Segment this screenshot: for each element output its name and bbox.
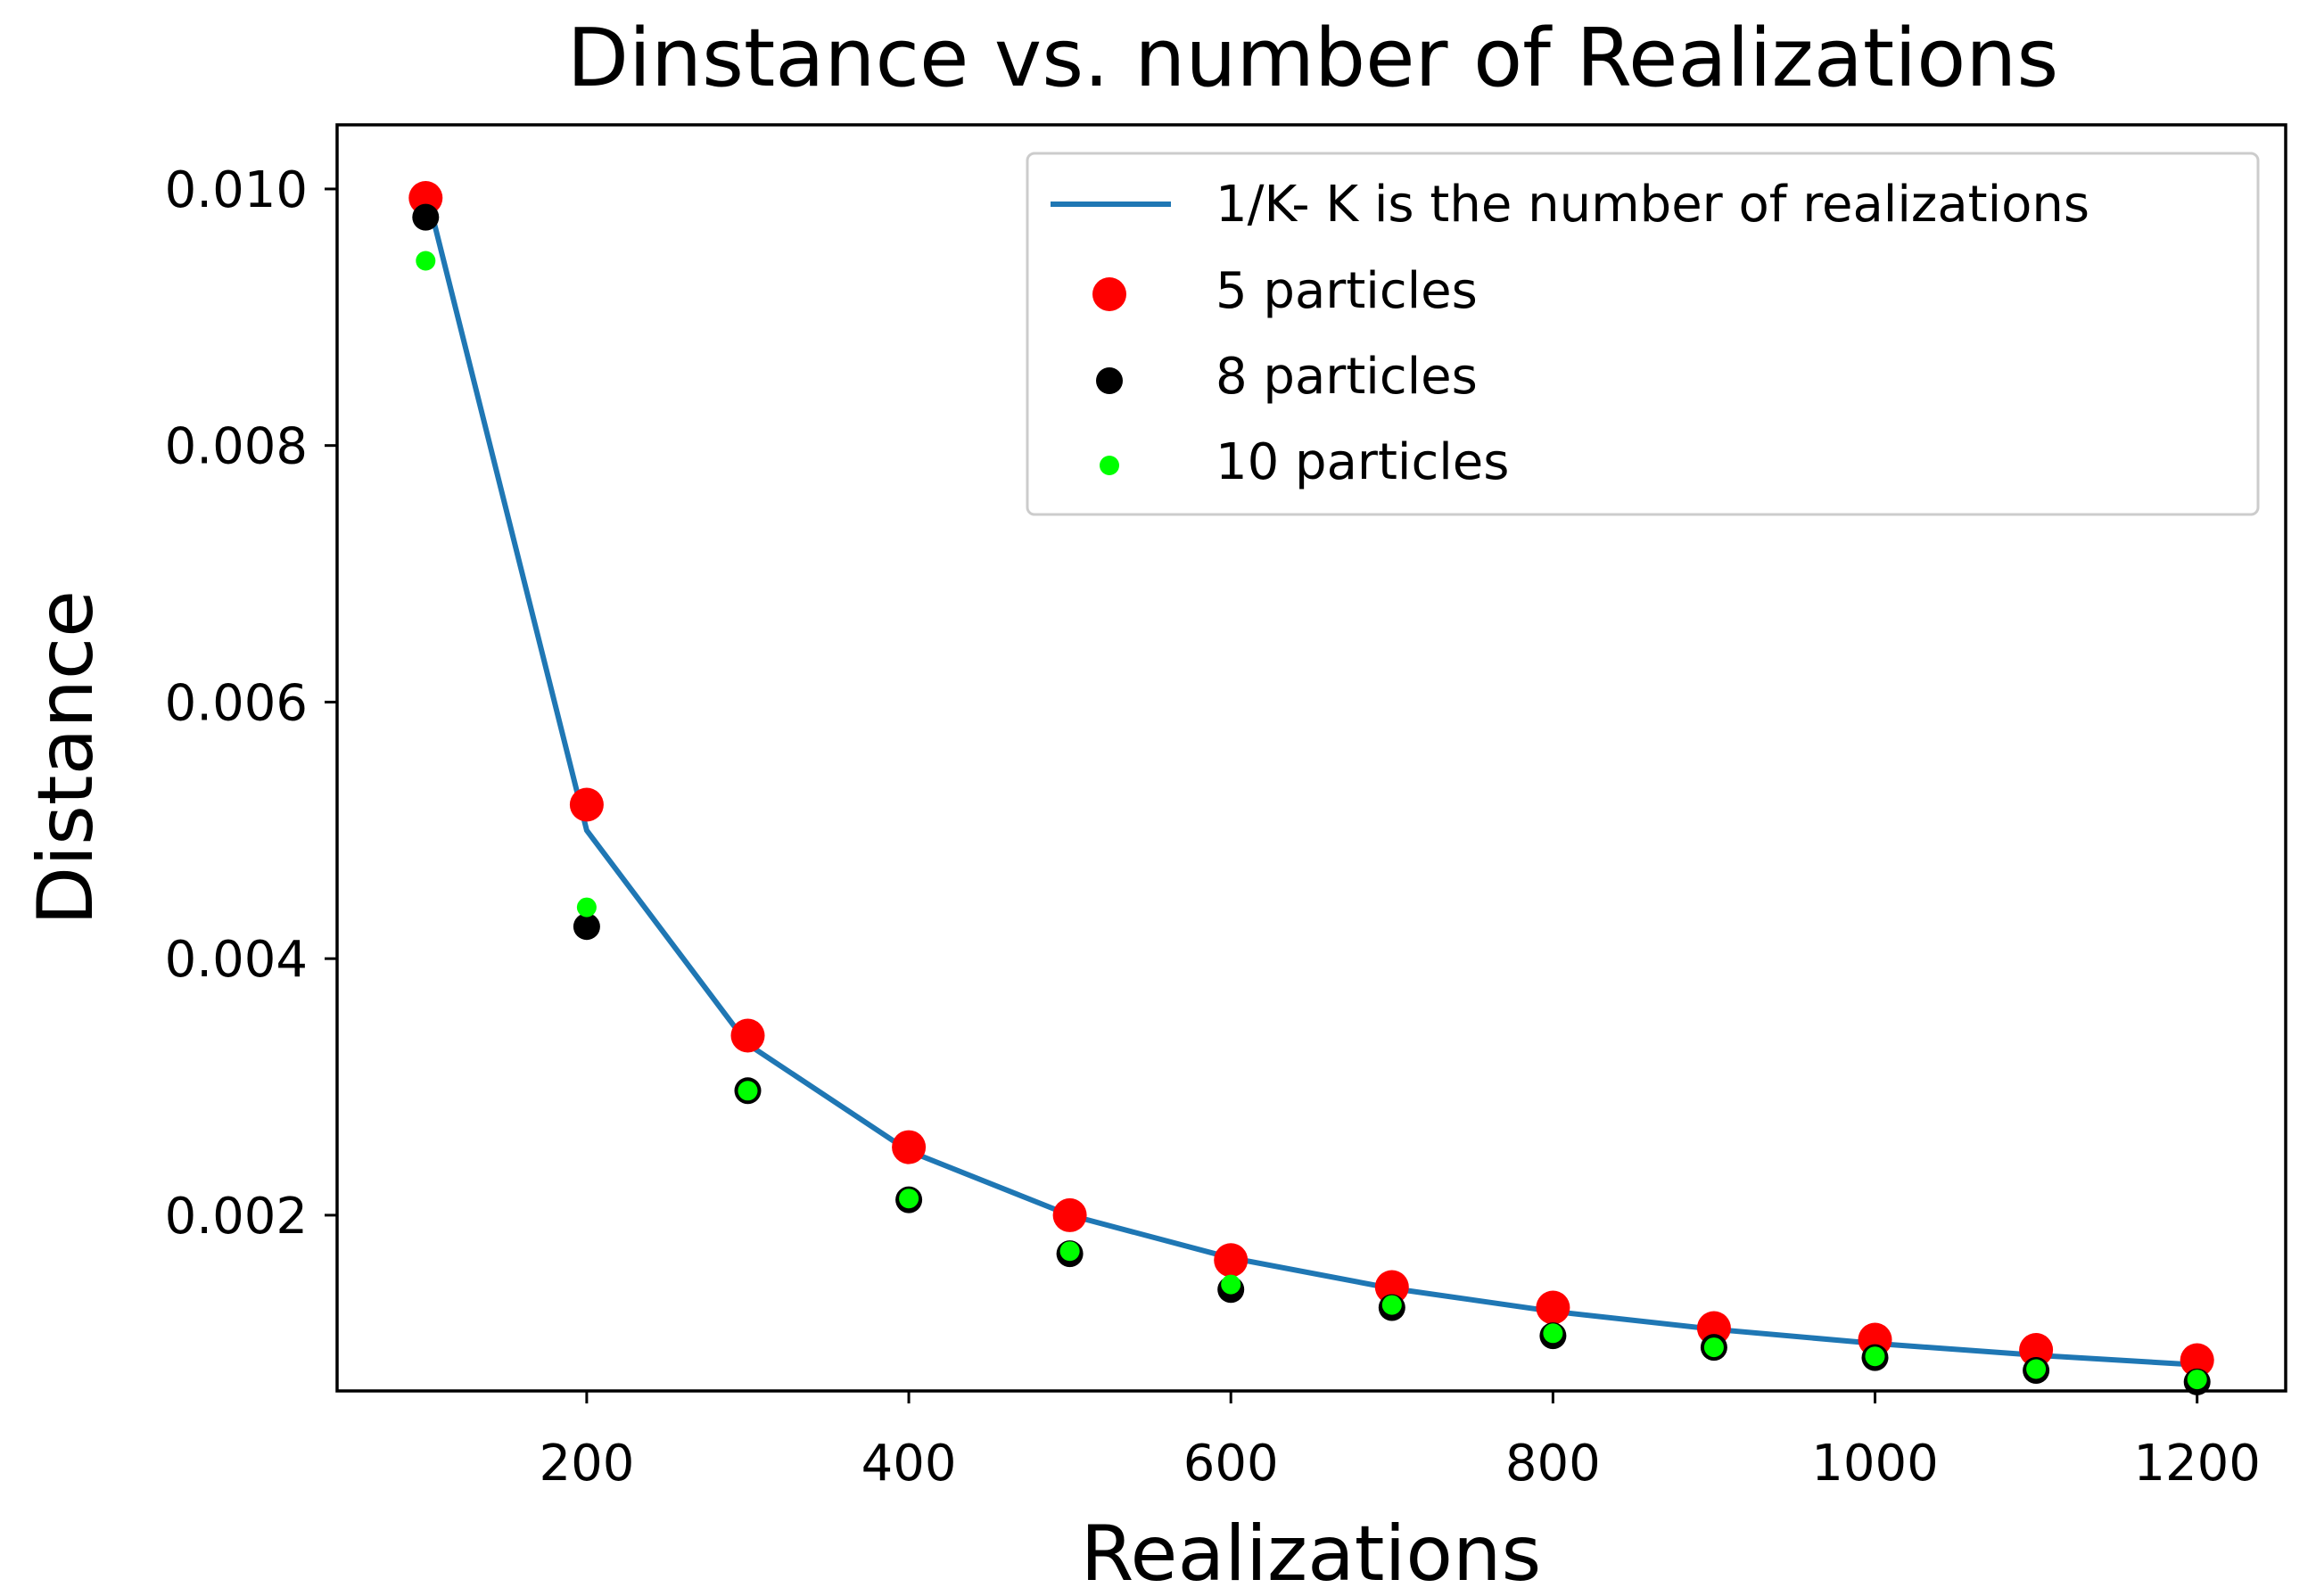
legend-marker-5-particles	[1092, 277, 1126, 311]
plot-frame	[335, 123, 2287, 1393]
data-point-10-particles	[1221, 1274, 1241, 1295]
legend: 1/K- K is the number of realizations 5 p…	[1026, 152, 2260, 516]
legend-label-8-particles: 8 particles	[1216, 348, 1478, 406]
legend-label-line: 1/K- K is the number of realizations	[1216, 176, 2089, 234]
chart-title: Dinstance vs. number of Realizations	[567, 12, 2058, 105]
data-point-10-particles	[899, 1189, 919, 1209]
data-point-5-particles	[1536, 1290, 1570, 1325]
data-point-10-particles	[416, 251, 436, 271]
data-point-5-particles	[2019, 1333, 2054, 1367]
x-tick-label: 200	[539, 1435, 634, 1493]
y-tick-label: 0.010	[165, 161, 308, 219]
y-tick-label: 0.008	[165, 418, 308, 476]
x-tick-label: 600	[1183, 1435, 1279, 1493]
data-point-5-particles	[408, 181, 443, 215]
data-point-5-particles	[2180, 1343, 2214, 1378]
series-10-particles	[416, 251, 2207, 1390]
legend-marker-8-particles	[1096, 367, 1123, 394]
series-layer	[408, 181, 2214, 1395]
data-point-10-particles	[1543, 1323, 1563, 1344]
legend-label-5-particles: 5 particles	[1216, 262, 1478, 320]
data-point-8-particles	[412, 203, 440, 231]
x-tick-label: 1000	[1811, 1435, 1939, 1493]
data-point-5-particles	[1214, 1243, 1249, 1278]
data-point-10-particles	[1865, 1346, 1885, 1367]
data-point-10-particles	[1703, 1337, 1724, 1358]
legend-label-10-particles: 10 particles	[1216, 433, 1509, 491]
y-tick-label: 0.006	[165, 674, 308, 732]
x-tick-label: 400	[861, 1435, 957, 1493]
data-point-5-particles	[569, 787, 604, 822]
data-point-10-particles	[738, 1081, 758, 1101]
data-point-10-particles	[1059, 1241, 1080, 1262]
y-axis-ticks: 0.002 0.004 0.006 0.008 0.010	[165, 161, 337, 1246]
legend-marker-10-particles	[1100, 456, 1119, 475]
data-point-5-particles	[730, 1018, 765, 1053]
x-tick-label: 1200	[2133, 1435, 2261, 1493]
y-axis-label: Distance	[21, 590, 111, 926]
data-point-5-particles	[1052, 1197, 1087, 1232]
x-axis-label: Realizations	[1081, 1510, 1542, 1596]
y-tick-label: 0.002	[165, 1188, 308, 1246]
data-point-10-particles	[2026, 1359, 2047, 1379]
data-point-10-particles	[1381, 1295, 1402, 1315]
data-point-8-particles	[573, 913, 600, 941]
data-point-10-particles	[2187, 1370, 2207, 1390]
series-5-particles	[408, 181, 2214, 1378]
data-point-5-particles	[1696, 1311, 1731, 1345]
legend-frame	[1026, 152, 2260, 516]
data-point-5-particles	[892, 1130, 927, 1164]
data-point-5-particles	[1374, 1270, 1409, 1304]
plot-area: 200 400 600 800 1000 1200 0.0020.0040.0060.00…	[165, 123, 2287, 1493]
y-tick-label: 0.004	[165, 931, 308, 989]
x-tick-label: 800	[1505, 1435, 1601, 1493]
x-axis-ticks: 200 400 600 800 1000 1200	[539, 1391, 2261, 1493]
series-line-1-over-k	[423, 188, 2197, 1368]
data-point-10-particles	[576, 897, 597, 917]
